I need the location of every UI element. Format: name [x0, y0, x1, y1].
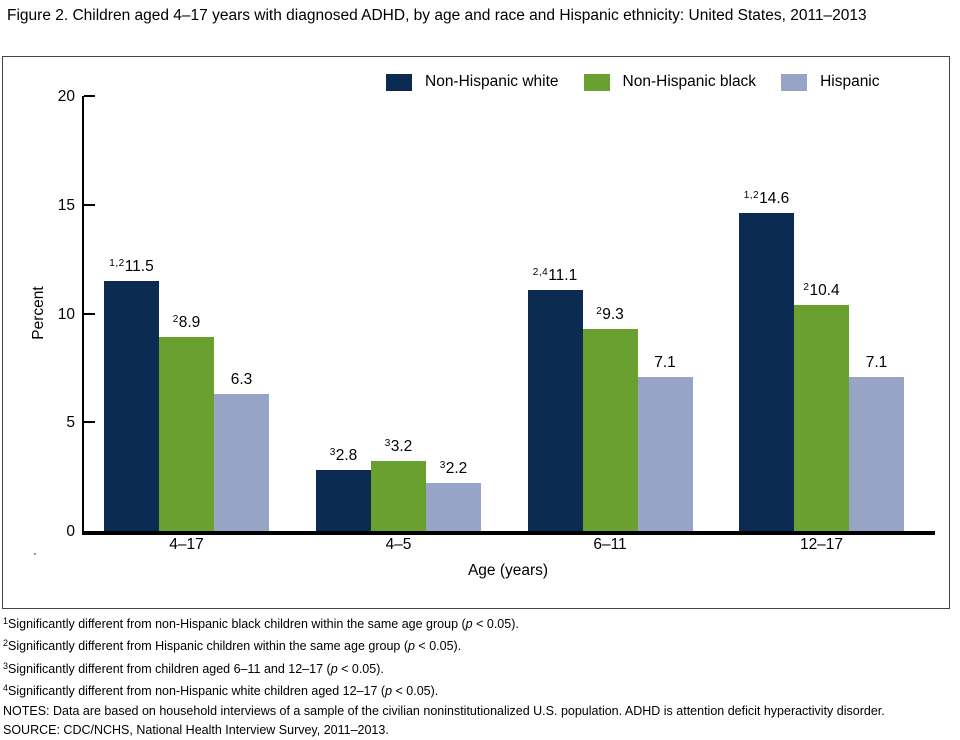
bar-hispanic-4-5: [426, 483, 481, 531]
y-tick-label-15: 15: [57, 196, 75, 214]
bar-non-hispanic-black-6-11: [582, 328, 638, 531]
legend-label: Hispanic: [820, 73, 880, 90]
bar-value-label-non-hispanic-white-4-5: 32.8: [330, 447, 358, 465]
footnote-line-6: SOURCE: CDC/NCHS, National Health Interv…: [3, 721, 957, 740]
bar-value: 2.2: [445, 460, 468, 478]
y-tick-label-20: 20: [57, 88, 75, 105]
italic-p: p: [330, 661, 338, 676]
bar-value-label-non-hispanic-white-4-17: 1,211.5: [109, 258, 153, 276]
legend-item-non-hispanic-white: Non-Hispanic white: [386, 73, 559, 91]
bar-non-hispanic-black-4-5: [371, 461, 426, 531]
y-tick-label-0: 0: [66, 523, 75, 540]
bar-hispanic-4-17: [214, 393, 269, 531]
bar-non-hispanic-black-4-17: [159, 337, 214, 531]
significance-superscript: 2,4: [532, 266, 549, 278]
footnote-line-2: 2Significantly different from Hispanic c…: [3, 634, 957, 656]
bar-value-label-non-hispanic-black-4-5: 33.2: [385, 438, 413, 456]
footnote-superscript: 4: [3, 683, 9, 694]
y-tick-15: [84, 203, 95, 206]
bar-value: 6.3: [230, 370, 253, 388]
footnote-line-4: 4Significantly different from non-Hispan…: [3, 679, 957, 701]
bar-value: 3.2: [390, 438, 413, 456]
bar-hispanic-12-17: [849, 376, 904, 531]
bar-non-hispanic-white-6-11: [527, 289, 583, 531]
bar-value: 7.1: [865, 353, 888, 371]
bar-value: 2.8: [335, 447, 358, 465]
footnote-text: SOURCE: CDC/NCHS, National Health Interv…: [3, 723, 389, 738]
footnote-text: Significantly different from non-Hispani…: [8, 617, 466, 631]
significance-superscript: 2: [803, 281, 810, 293]
footnote-text: NOTES: Data are based on household inter…: [3, 703, 885, 718]
x-axis-line: [82, 531, 935, 535]
bar-value-label-non-hispanic-black-4-17: 28.9: [173, 314, 201, 332]
footnote-line-5: NOTES: Data are based on household inter…: [3, 702, 957, 721]
significance-superscript: 2: [172, 314, 179, 326]
bar-value-label-non-hispanic-white-12-17: 1,214.6: [744, 190, 790, 208]
chart-panel: Non-Hispanic white Non-Hispanic black Hisp…: [2, 56, 950, 609]
y-tick-20: [84, 95, 95, 97]
bar-non-hispanic-black-12-17: [794, 304, 849, 531]
bar-non-hispanic-white-4-5: [316, 470, 371, 531]
significance-superscript: 3: [329, 447, 336, 459]
significance-superscript: 1,2: [109, 257, 125, 269]
bar-value: 11.5: [124, 257, 154, 275]
bar-value: 14.6: [759, 190, 790, 208]
x-category-label-12-17: 12–17: [799, 536, 844, 553]
significance-superscript: 3: [439, 460, 446, 472]
significance-superscript: 1,2: [743, 190, 760, 202]
footnote-text: Significantly different from Hispanic ch…: [8, 639, 408, 654]
bar-value-label-non-hispanic-white-6-11: 2,411.1: [533, 267, 577, 285]
legend-swatch-non-hispanic-white: [386, 73, 412, 91]
bar-value-label-hispanic-4-17: 6.3: [231, 371, 253, 389]
x-axis-label: Age (years): [467, 562, 549, 579]
x-category-label-4-17: 4–17: [169, 536, 204, 553]
italic-p: p: [385, 684, 393, 699]
y-tick-label-10: 10: [57, 305, 75, 323]
bar-value-label-non-hispanic-black-6-11: 29.3: [596, 306, 624, 324]
italic-p: p: [408, 639, 415, 654]
italic-p: p: [465, 617, 473, 631]
footnote-text: < 0.05).: [414, 639, 462, 654]
chart-legend: Non-Hispanic white Non-Hispanic black Hisp…: [386, 73, 880, 91]
footnote-text: < 0.05).: [337, 661, 384, 676]
footnote-line-3: 3Significantly different from children a…: [3, 657, 957, 679]
bar-non-hispanic-white-4-17: [104, 280, 159, 531]
footnote-text: Significantly different from non-Hispani…: [8, 684, 386, 699]
significance-superscript: 3: [384, 438, 391, 450]
bar-value: 10.4: [809, 281, 840, 299]
bar-value: 11.1: [548, 266, 578, 284]
legend-swatch-hispanic: [781, 73, 808, 91]
bar-value-label-hispanic-4-5: 32.2: [440, 460, 468, 478]
y-tick-label-5: 5: [66, 414, 75, 432]
footnote-text: Significantly different from children ag…: [8, 661, 331, 676]
footnote-text: < 0.05).: [392, 684, 439, 699]
significance-superscript: 2: [596, 305, 603, 317]
figure-title: Figure 2. Children aged 4–17 years with …: [7, 7, 867, 24]
x-category-label-4-5: 4–5: [385, 536, 412, 553]
bar-hispanic-6-11: [637, 376, 693, 531]
legend-label: Non-Hispanic white: [425, 73, 559, 90]
bar-value-label-hispanic-6-11: 7.1: [654, 354, 676, 372]
footnote-line-1: 1Significantly different from non-Hispan…: [3, 612, 957, 634]
footnote-superscript: 2: [3, 638, 9, 649]
footnote-superscript: 1: [3, 616, 9, 626]
footnote-text: < 0.05).: [472, 617, 519, 631]
x-category-label-6-11: 6–11: [593, 536, 627, 553]
y-tick-10: [84, 312, 95, 315]
y-axis-line: [82, 96, 84, 535]
footnotes: 1Significantly different from non-Hispan…: [3, 612, 957, 740]
bar-value: 7.1: [654, 353, 676, 371]
bar-value: 9.3: [602, 305, 624, 323]
legend-item-non-hispanic-black: Non-Hispanic black: [583, 73, 757, 91]
footnote-superscript: 3: [3, 660, 9, 671]
bar-value-label-hispanic-12-17: 7.1: [866, 354, 888, 372]
legend-item-hispanic: Hispanic: [781, 73, 880, 91]
bar-value-label-non-hispanic-black-12-17: 210.4: [803, 282, 839, 300]
bar-non-hispanic-white-12-17: [739, 213, 794, 531]
legend-label: Non-Hispanic black: [622, 73, 757, 90]
y-tick-5: [84, 421, 95, 424]
bar-value: 8.9: [178, 314, 201, 332]
stray-mark: [34, 553, 36, 555]
legend-swatch-non-hispanic-black: [583, 73, 610, 91]
